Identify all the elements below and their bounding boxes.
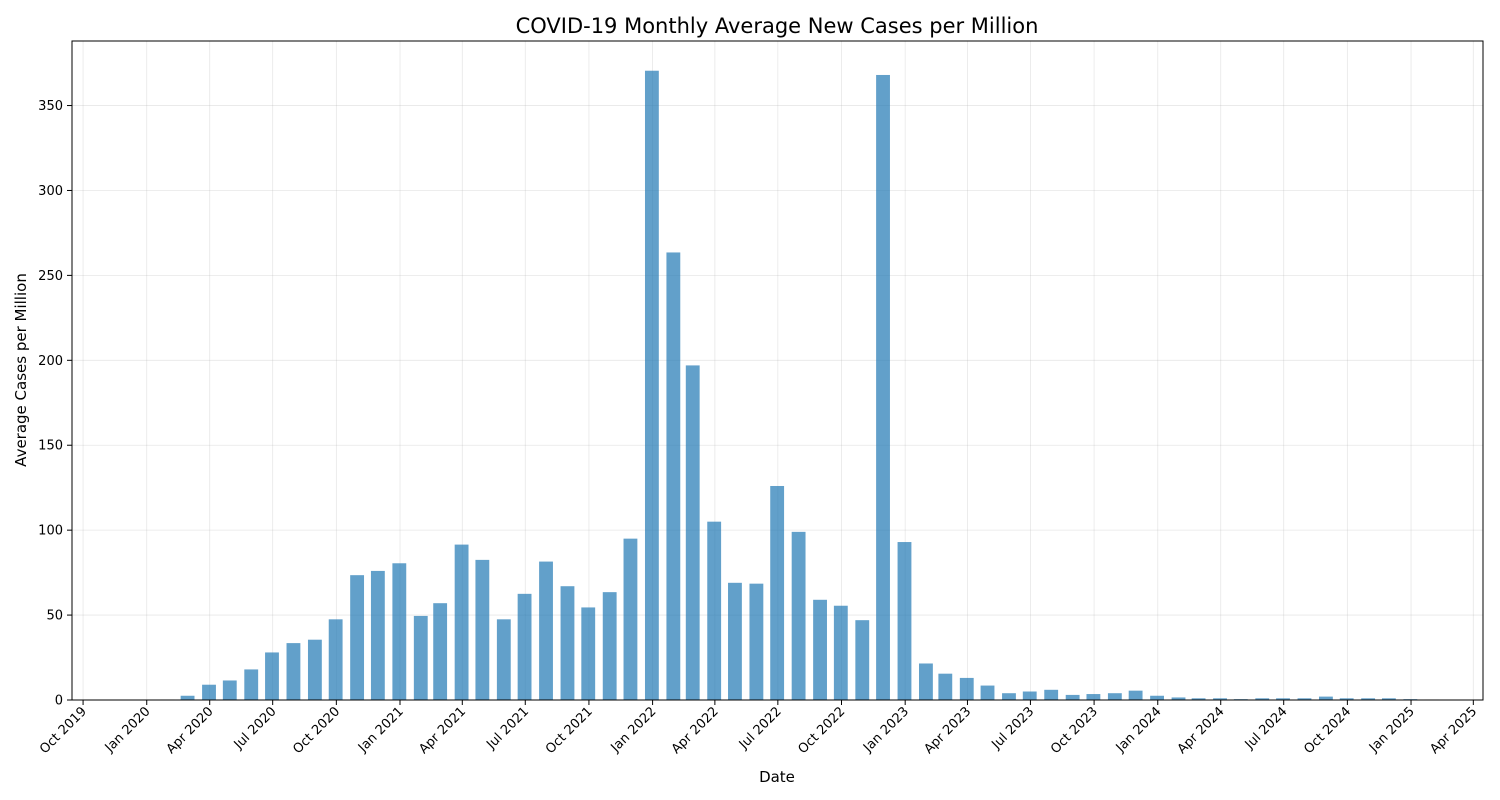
y-tick-label: 200	[38, 354, 63, 369]
x-tick-label: Jan 2023	[860, 704, 912, 756]
x-tick-label: Jul 2021	[483, 704, 532, 753]
x-tick-label: Jul 2022	[736, 704, 785, 753]
bar	[919, 663, 933, 700]
bar	[413, 615, 428, 700]
x-tick-label: Jan 2020	[102, 704, 154, 756]
bar	[1213, 698, 1227, 700]
bar	[560, 586, 575, 700]
bar	[265, 652, 279, 700]
bar	[749, 583, 764, 700]
y-tick-label: 0	[55, 694, 63, 709]
y-tick-label: 250	[38, 269, 63, 284]
x-tick-label: Jul 2024	[1242, 704, 1291, 753]
bar	[328, 619, 343, 700]
bar	[244, 669, 259, 700]
bar	[392, 563, 407, 700]
x-tick-label: Apr 2021	[416, 704, 469, 757]
bar	[1086, 694, 1101, 700]
bar	[1339, 698, 1354, 700]
bar	[728, 582, 742, 700]
x-tick-label: Jan 2024	[1113, 704, 1165, 756]
y-tick-label: 300	[38, 184, 63, 199]
bar	[685, 365, 700, 700]
bar	[180, 695, 195, 700]
y-axis-ticks: 0 50 100 150 200 250 300 350	[38, 99, 72, 709]
x-tick-label: Oct 2023	[1048, 704, 1101, 757]
bar	[959, 677, 974, 700]
bar	[222, 680, 237, 700]
bar	[1150, 695, 1164, 700]
x-tick-label: Oct 2021	[543, 704, 596, 757]
x-tick-label: Apr 2020	[164, 704, 217, 757]
y-tick-label: 350	[38, 99, 63, 114]
bar	[350, 575, 365, 700]
bar	[602, 592, 617, 700]
bar	[370, 570, 385, 700]
x-tick-label: Jul 2020	[231, 704, 280, 753]
bar	[539, 561, 553, 700]
bar	[1171, 697, 1186, 700]
x-tick-label: Apr 2022	[669, 704, 722, 757]
bar	[581, 607, 596, 700]
x-tick-label: Apr 2024	[1175, 704, 1228, 757]
bar	[1107, 693, 1122, 700]
bars	[139, 70, 1439, 701]
bar	[1297, 698, 1312, 700]
x-tick-label: Oct 2024	[1301, 704, 1354, 757]
bar	[1191, 698, 1206, 700]
y-tick-label: 150	[38, 439, 63, 454]
bar	[475, 559, 490, 700]
x-tick-label: Apr 2023	[921, 704, 974, 757]
y-tick-label: 50	[46, 609, 63, 624]
bar	[1361, 698, 1376, 700]
bar	[876, 74, 890, 701]
bar	[813, 599, 827, 700]
bar	[517, 593, 532, 700]
bar	[644, 70, 659, 700]
bar	[1022, 691, 1037, 700]
bar	[623, 538, 638, 700]
bar	[938, 673, 953, 700]
bar	[980, 685, 995, 700]
bar	[433, 603, 448, 700]
bar	[707, 521, 722, 700]
bar	[855, 620, 870, 700]
x-tick-label: Jan 2025	[1366, 704, 1418, 756]
bar	[496, 619, 511, 700]
bar	[666, 252, 681, 701]
x-tick-label: Jan 2021	[355, 704, 407, 756]
x-tick-label: Oct 2019	[37, 704, 90, 757]
bar	[454, 544, 469, 700]
y-tick-label: 100	[38, 524, 63, 539]
bar	[1065, 694, 1080, 700]
y-axis-title: Average Cases per Million	[12, 273, 30, 467]
x-tick-label: Jan 2022	[608, 704, 660, 756]
bar	[833, 605, 848, 700]
bar	[1002, 693, 1016, 700]
bar	[770, 485, 785, 700]
x-axis-title: Date	[759, 768, 795, 786]
x-tick-label: Oct 2022	[796, 704, 849, 757]
x-tick-label: Oct 2020	[290, 704, 343, 757]
bar	[791, 531, 806, 700]
x-tick-label: Apr 2025	[1427, 704, 1480, 757]
chart-title: COVID-19 Monthly Average New Cases per M…	[516, 14, 1039, 38]
bar	[1318, 696, 1333, 700]
bar	[202, 684, 216, 700]
bar	[1128, 690, 1143, 700]
bar	[1255, 698, 1270, 700]
bar	[1044, 689, 1059, 700]
x-axis-ticks: Oct 2019 Jan 2020 Apr 2020 Jul 2020 Oct 2020…	[37, 700, 1480, 757]
bar	[1381, 698, 1396, 700]
bar	[1276, 698, 1290, 700]
bar	[307, 639, 322, 700]
x-tick-label: Jul 2023	[989, 704, 1038, 753]
bar	[897, 542, 912, 700]
bar	[286, 643, 301, 700]
